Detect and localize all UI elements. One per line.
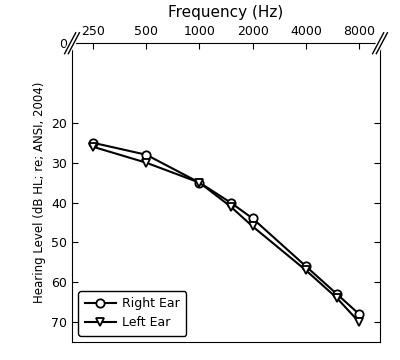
- Right Ear: [335, 292, 340, 296]
- Y-axis label: Hearing Level (dB HL; re; ANSI, 2004): Hearing Level (dB HL; re; ANSI, 2004): [32, 82, 46, 303]
- Left Ear: [357, 320, 362, 324]
- Line: Right Ear: Right Ear: [89, 139, 363, 318]
- Left Ear: [250, 224, 255, 229]
- Right Ear: [197, 180, 202, 185]
- Left Ear: [144, 161, 149, 165]
- Left Ear: [335, 296, 340, 300]
- Right Ear: [250, 216, 255, 221]
- Legend: Right Ear, Left Ear: Right Ear, Left Ear: [78, 291, 186, 336]
- Left Ear: [228, 204, 233, 209]
- Left Ear: [197, 180, 202, 185]
- X-axis label: Frequency (Hz): Frequency (Hz): [168, 5, 284, 20]
- Right Ear: [91, 141, 96, 145]
- Right Ear: [228, 201, 233, 205]
- Right Ear: [304, 264, 308, 269]
- Line: Left Ear: Left Ear: [89, 143, 363, 326]
- Right Ear: [357, 312, 362, 316]
- Left Ear: [91, 145, 96, 149]
- Right Ear: [144, 153, 149, 157]
- Left Ear: [304, 268, 308, 273]
